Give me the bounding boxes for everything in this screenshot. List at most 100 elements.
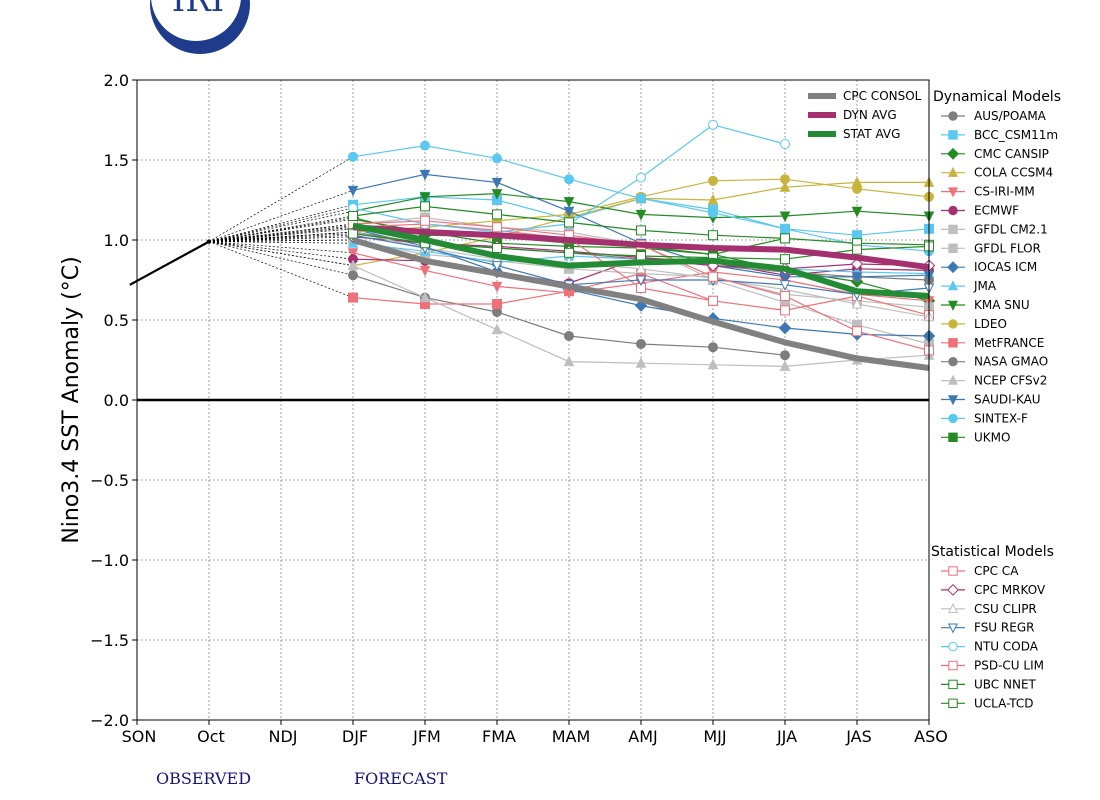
legend-marker-metfrance <box>948 338 958 348</box>
point-aus-poama <box>564 331 574 341</box>
point-ubc-nnet <box>420 201 430 212</box>
x-tick-label: JJA <box>776 727 797 746</box>
dynamical-models-legend: Dynamical Models AUS/POAMA BCC_CSM11m CMC … <box>933 89 1061 444</box>
connector-ubc-nnet <box>208 215 354 242</box>
y-tick-label: 0.0 <box>104 391 129 410</box>
legend-label-fsu-regr: FSU REGR <box>974 621 1034 635</box>
connector-metfrance <box>208 241 354 298</box>
point-saudi-kau <box>851 272 863 283</box>
point-ubc-nnet <box>564 217 574 228</box>
point-sintex-f <box>780 223 790 234</box>
avg-legend-label-stat-avg: STAT AVG <box>843 127 900 141</box>
point-metfrance <box>492 299 502 309</box>
legend-marker-ntu-coda <box>948 641 958 652</box>
point-sintex-f <box>708 207 718 218</box>
point-sintex-f <box>348 151 358 162</box>
legend-label-ucla-tcd: UCLA-TCD <box>974 696 1034 710</box>
connector-ntu-coda <box>208 207 354 242</box>
connector-cs-iri-mm <box>208 241 354 254</box>
legend-marker-cola-ccsm4 <box>947 166 959 177</box>
point-ubc-nnet <box>708 230 718 241</box>
x-tick-label: Oct <box>197 727 225 746</box>
x-tick-label: NDJ <box>268 727 297 746</box>
legend-marker-kma-snu <box>947 300 959 311</box>
point-ldeo <box>708 175 718 186</box>
point-ncep-cfsv2 <box>347 259 359 271</box>
logo-text: IRI <box>172 0 224 20</box>
legend-marker-ukmo <box>948 432 958 443</box>
point-saudi-kau <box>563 206 575 218</box>
point-ucla-tcd <box>636 251 646 261</box>
x-tick-label: AMJ <box>628 727 657 746</box>
x-axis-ticks: SON Oct NDJ DJF JFM FMA MAM AMJ MJJ JJA JAS ASO <box>122 720 948 746</box>
average-series <box>352 222 930 371</box>
observed-series <box>129 240 210 286</box>
point-ubc-nnet <box>348 211 358 221</box>
x-tick-label: MJJ <box>703 727 726 746</box>
connector-saudi-kau <box>208 190 354 242</box>
point-ldeo <box>780 174 790 185</box>
point-sintex-f <box>636 193 646 204</box>
point-fsu-regr <box>779 280 791 291</box>
point-ubc-nnet <box>636 225 646 236</box>
point-ncep-cfsv2 <box>491 323 503 335</box>
point-ucla-tcd <box>564 247 574 258</box>
connector-aus-poama <box>208 241 354 276</box>
y-axis-ticks: 2.0 1.5 1.0 0.5 0.0 −0.5 −1.0 −1.5 −2.0 <box>90 71 137 730</box>
point-metfrance <box>348 292 358 303</box>
legend-marker-fsu-regr <box>947 623 959 634</box>
point-ncep-cfsv2 <box>635 357 647 368</box>
point-aus-poama <box>780 350 790 361</box>
point-ncep-cfsv2 <box>707 358 719 370</box>
legend-marker-sintex-f <box>948 413 958 424</box>
point-cpc-mrkov <box>850 257 864 271</box>
avg-legend-label-cpc-consol: CPC CONSOL <box>843 89 922 103</box>
legend-label-cpc-mrkov: CPC MRKOV <box>974 583 1046 597</box>
y-tick-label: −2.0 <box>90 711 129 730</box>
y-axis-label: Nino3.4 SST Anomaly (°C) <box>59 256 84 543</box>
iri-logo: IRI <box>150 0 250 54</box>
dynamical-legend-title: Dynamical Models <box>933 89 1061 105</box>
legend-label-cmc-cansip: CMC CANSIP <box>974 147 1049 161</box>
connector-jma <box>208 241 354 244</box>
point-ucla-tcd <box>348 228 358 239</box>
legend-label-ukmo: UKMO <box>974 430 1010 444</box>
point-ucla-tcd <box>780 254 790 265</box>
point-kma-snu <box>635 209 647 221</box>
point-fsu-regr <box>635 275 647 287</box>
point-ucla-tcd <box>492 243 502 253</box>
connector-cpc-consol <box>208 239 354 242</box>
point-ucla-tcd <box>852 244 862 255</box>
x-tick-label: DJF <box>342 727 368 746</box>
connector-kma-snu <box>208 210 354 242</box>
y-tick-label: −0.5 <box>90 471 129 490</box>
point-psd-cu-lim <box>420 215 430 226</box>
point-iocas-icm <box>778 321 792 335</box>
series-sintex-f <box>348 140 934 257</box>
legend-label-aus-poama: AUS/POAMA <box>974 109 1047 123</box>
legend-label-ubc-nnet: UBC NNET <box>974 677 1037 691</box>
average-line-cpc-consol <box>352 237 930 371</box>
point-sintex-f <box>564 174 574 185</box>
legend-marker-ecmwf <box>948 205 958 216</box>
point-kma-snu <box>419 192 431 203</box>
series-line-metfrance <box>352 272 714 305</box>
y-tick-label: 0.5 <box>104 311 129 330</box>
legend-marker-aus-poama <box>948 111 958 121</box>
y-tick-label: 1.5 <box>104 151 129 170</box>
point-ubc-nnet <box>780 233 790 244</box>
point-ldeo <box>852 183 862 194</box>
y-tick-label: 2.0 <box>104 71 129 90</box>
y-tick-label: −1.5 <box>90 631 129 650</box>
point-cs-iri-mm <box>419 265 431 277</box>
series-kma-snu <box>347 189 935 224</box>
point-ntu-coda <box>636 172 646 183</box>
legend-marker-bcc-csm11m <box>948 130 958 140</box>
legend-marker-ncep-cfsv2 <box>947 374 959 385</box>
legend-marker-jma <box>947 280 959 291</box>
legend-marker-gfdl-cm2-1 <box>948 224 958 235</box>
point-cs-iri-mm <box>491 281 503 293</box>
point-psd-cu-lim <box>852 326 862 337</box>
point-cola-ccsm4 <box>707 193 719 205</box>
